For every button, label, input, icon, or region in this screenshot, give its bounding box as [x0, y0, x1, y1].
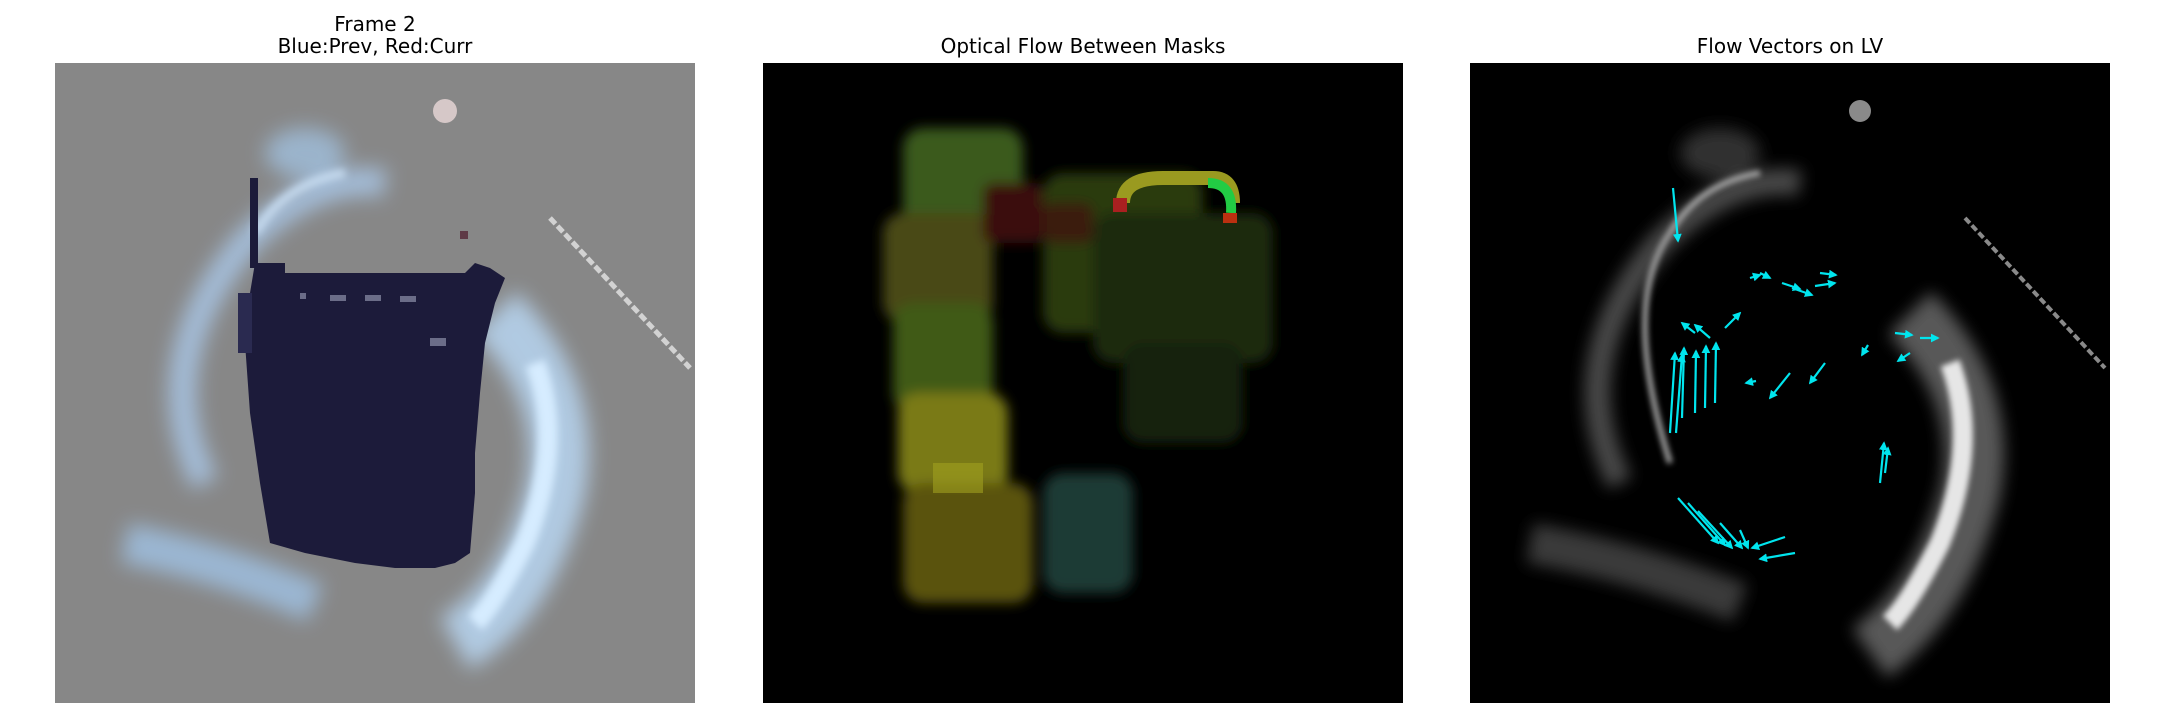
panel-title-line1: Frame 2 [334, 12, 416, 36]
optical-flow-image [763, 63, 1403, 703]
flow-vectors-image [1470, 63, 2110, 703]
panel-frame-overlay: Frame 2 Blue:Prev, Red:Curr [55, 0, 695, 720]
panel-title-line2: Blue:Prev, Red:Curr [277, 34, 473, 58]
overlay-image [55, 63, 695, 703]
panel-optical-flow: Optical Flow Between Masks [763, 0, 1403, 720]
panel-title: Optical Flow Between Masks [940, 34, 1226, 58]
panel-flow-vectors: Flow Vectors on LV [1470, 0, 2110, 720]
panel-title: Flow Vectors on LV [1696, 34, 1884, 58]
